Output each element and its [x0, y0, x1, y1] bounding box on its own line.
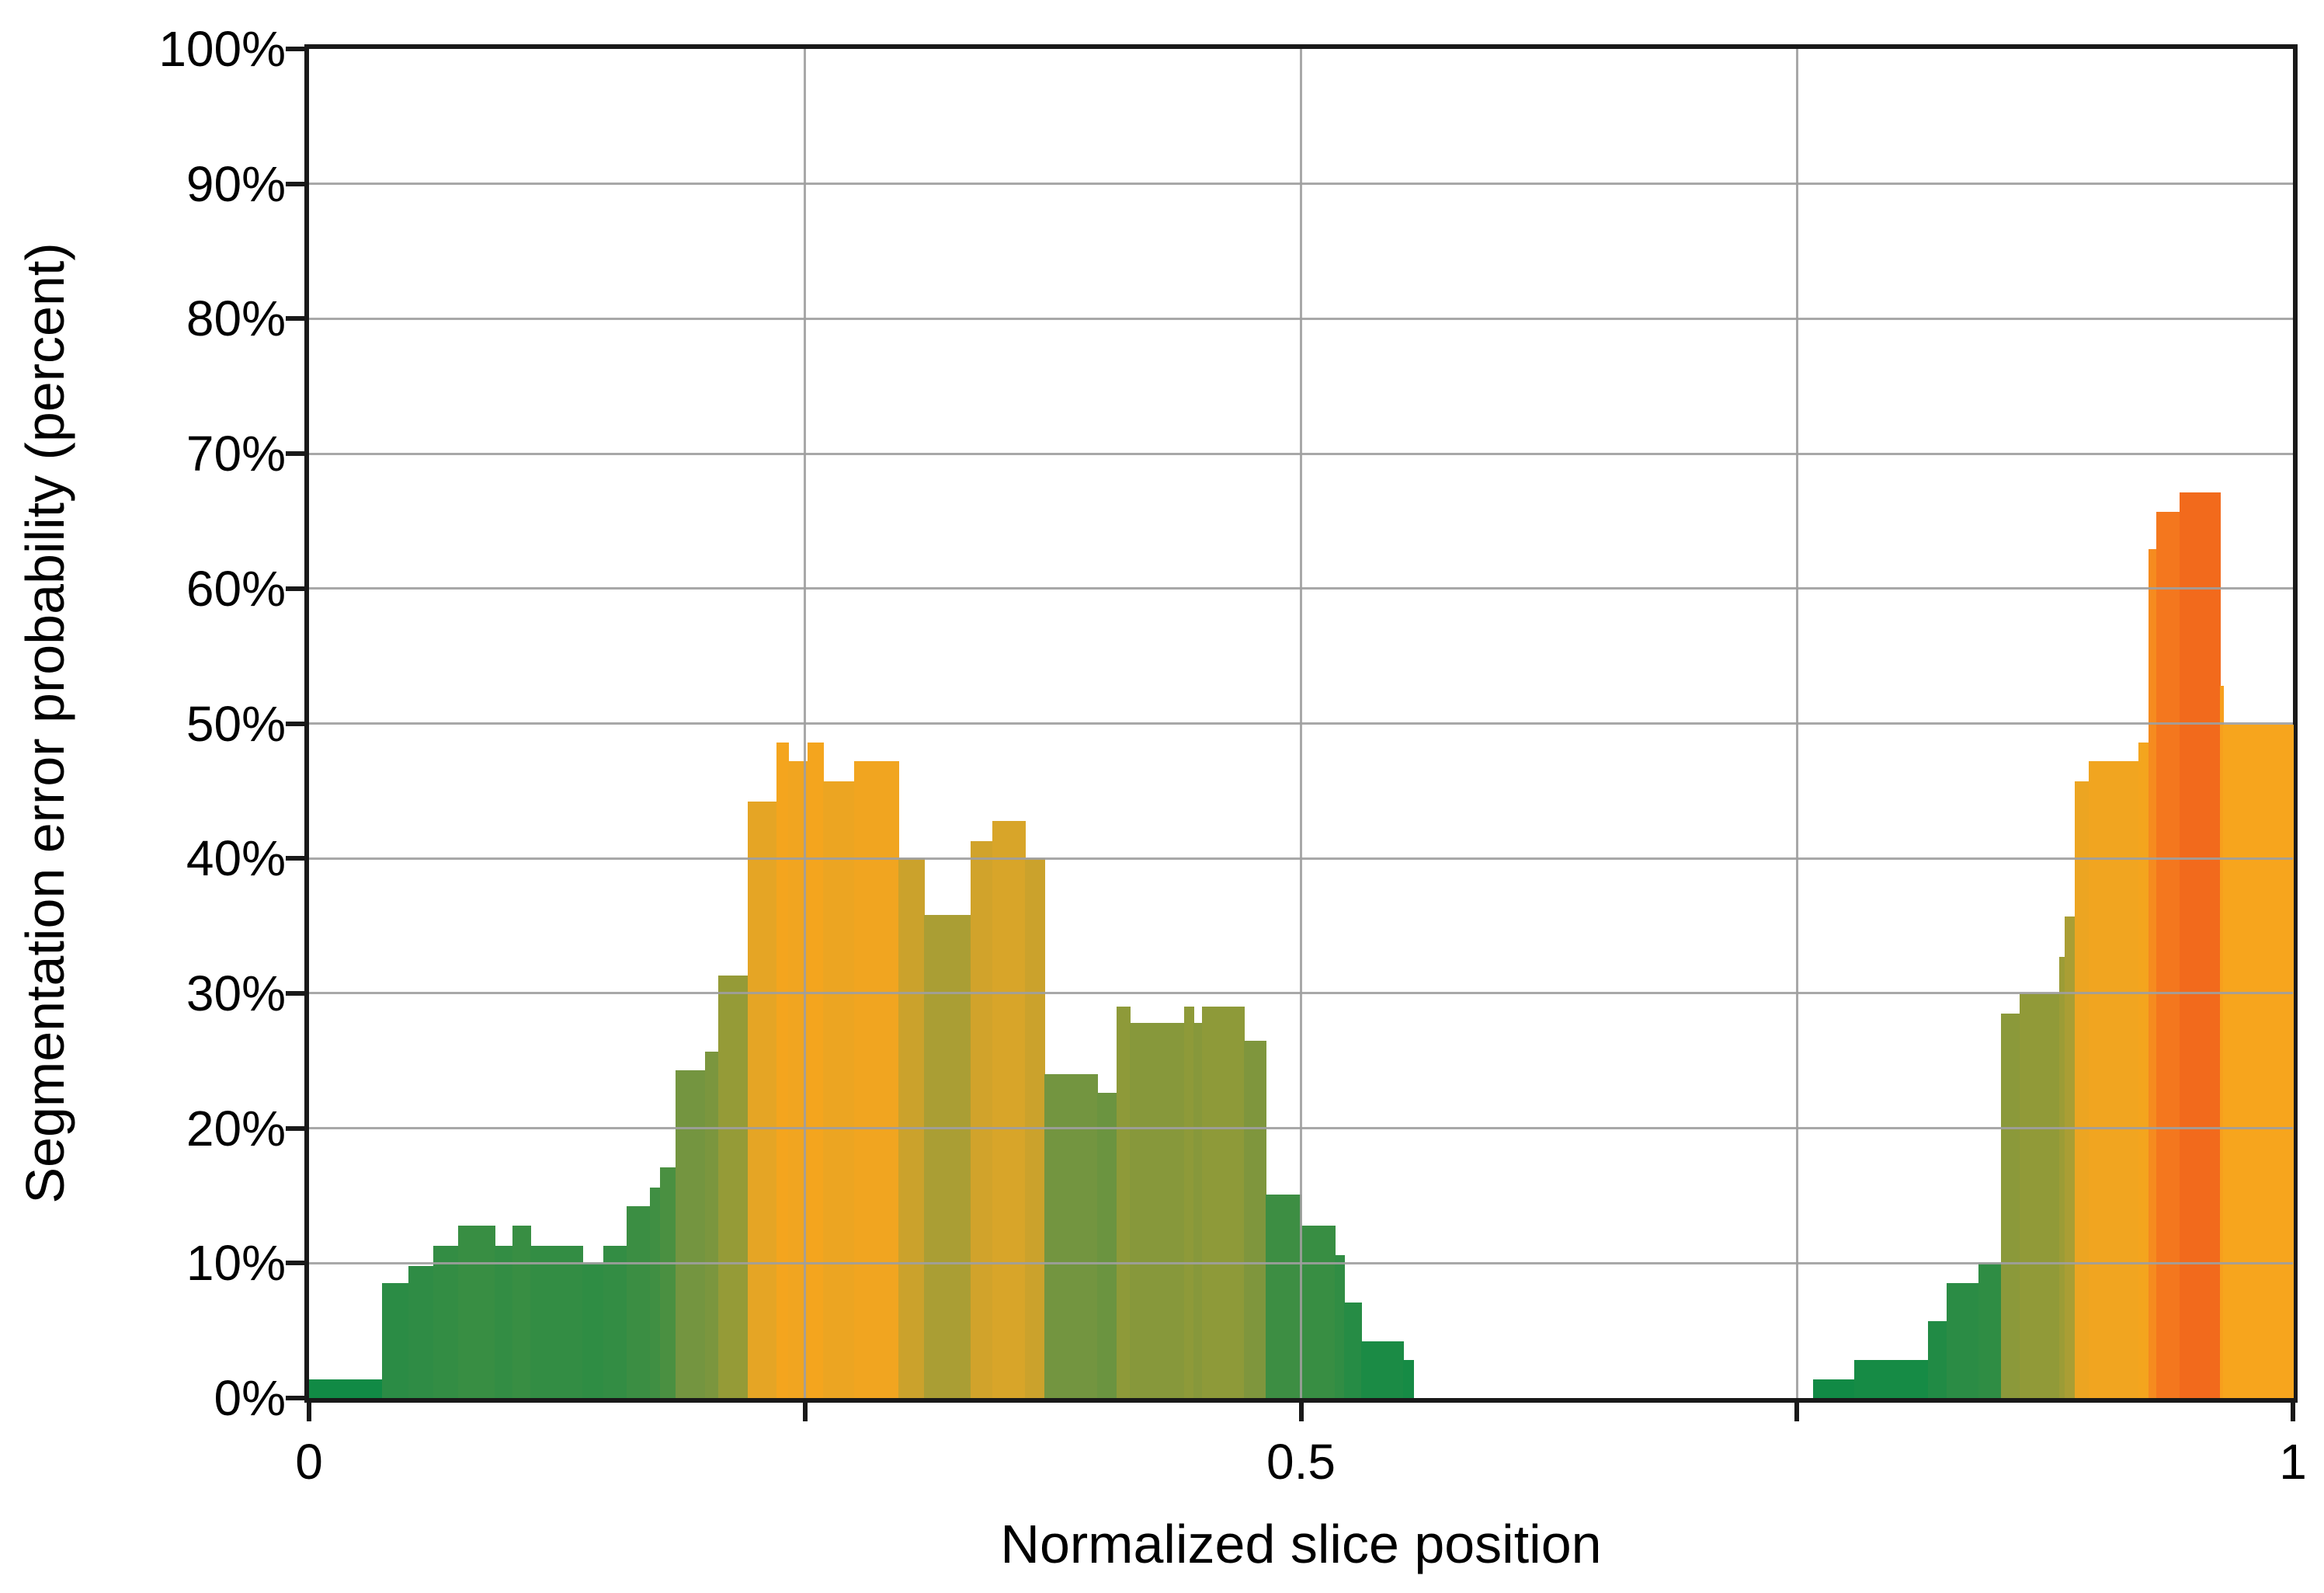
bars-layer	[309, 49, 2294, 1398]
histogram-bar	[1334, 1254, 1345, 1398]
histogram-bar	[2065, 916, 2076, 1398]
plot-area	[304, 44, 2298, 1403]
histogram-bar	[1184, 1007, 1194, 1398]
y-tick-label: 70%	[186, 426, 286, 482]
x-tick-label: 0	[295, 1434, 323, 1490]
histogram-bar	[2138, 742, 2150, 1398]
y-tick-mark	[286, 990, 304, 996]
y-tick-mark	[286, 586, 304, 591]
x-tick-mark	[802, 1403, 808, 1421]
histogram-bar	[457, 1225, 495, 1398]
histogram-bar	[2223, 725, 2294, 1398]
histogram-bar	[675, 1070, 706, 1398]
histogram-bar	[1928, 1321, 1948, 1398]
histogram-bar	[1947, 1283, 1980, 1398]
histogram-bar	[1343, 1302, 1362, 1398]
histogram-bar	[2075, 781, 2090, 1398]
histogram-bar	[1116, 1007, 1131, 1398]
histogram-bar	[1130, 1023, 1185, 1398]
y-tick-label: 80%	[186, 290, 286, 347]
histogram-bar	[1854, 1360, 1930, 1398]
y-tick-mark	[286, 1125, 304, 1131]
x-tick-label: 1	[2279, 1434, 2307, 1490]
histogram-bar	[808, 742, 824, 1398]
x-tick-mark	[1794, 1403, 1800, 1421]
histogram-bar	[1266, 1194, 1301, 1398]
histogram-bar	[2089, 761, 2140, 1398]
histogram-bar	[924, 915, 971, 1398]
y-tick-mark	[286, 316, 304, 322]
y-tick-mark	[286, 181, 304, 186]
histogram-bar	[1244, 1040, 1266, 1398]
histogram-bar	[1812, 1379, 1856, 1398]
histogram-bar	[898, 858, 926, 1398]
histogram-bar	[1300, 1225, 1336, 1398]
y-tick-label: 40%	[186, 830, 286, 887]
y-tick-mark	[286, 856, 304, 861]
histogram-bar	[1025, 858, 1045, 1398]
histogram-bar	[788, 761, 809, 1398]
y-tick-mark	[286, 451, 304, 457]
histogram-bar	[408, 1265, 434, 1398]
histogram-bar	[970, 840, 993, 1398]
histogram-bar	[649, 1188, 661, 1398]
histogram-bar	[854, 761, 899, 1398]
histogram-bar	[776, 742, 790, 1398]
histogram-bar	[309, 1379, 384, 1398]
x-tick-label: 0.5	[1266, 1434, 1336, 1490]
histogram-bar	[2001, 1013, 2021, 1398]
histogram-bar	[2180, 492, 2222, 1398]
histogram-bar	[1978, 1263, 2003, 1398]
x-tick-mark	[1298, 1403, 1304, 1421]
histogram-bar	[432, 1245, 459, 1398]
histogram-bar	[823, 781, 856, 1398]
histogram-bar	[2059, 957, 2066, 1398]
histogram-bar	[718, 976, 749, 1398]
histogram-bar	[1096, 1093, 1117, 1398]
histogram-bar	[2156, 511, 2181, 1398]
y-tick-label: 60%	[186, 560, 286, 617]
y-tick-mark	[286, 721, 304, 726]
x-axis-title: Normalized slice position	[1000, 1514, 1602, 1574]
y-tick-label: 50%	[186, 695, 286, 752]
histogram-bar	[2220, 685, 2225, 1398]
y-tick-label: 30%	[186, 965, 286, 1021]
histogram-bar	[512, 1225, 531, 1398]
histogram-bar	[582, 1263, 604, 1398]
histogram-bar	[1402, 1360, 1414, 1398]
histogram-bar	[603, 1245, 628, 1398]
histogram-bar	[530, 1245, 584, 1398]
histogram-bar	[659, 1167, 676, 1398]
histogram-bar	[704, 1051, 720, 1398]
histogram-bar	[382, 1283, 409, 1398]
y-tick-mark	[286, 1261, 304, 1266]
y-tick-mark	[286, 47, 304, 51]
histogram-bar	[1193, 1023, 1203, 1398]
y-tick-label: 100%	[158, 21, 286, 77]
x-tick-mark	[2291, 1403, 2295, 1421]
y-tick-mark	[286, 1396, 304, 1400]
y-tick-label: 90%	[186, 155, 286, 212]
histogram-bar	[2020, 993, 2061, 1398]
x-tick-mark	[307, 1403, 311, 1421]
histogram-bar	[1360, 1341, 1404, 1398]
histogram-bar	[992, 820, 1027, 1398]
histogram-bar	[627, 1206, 651, 1398]
y-tick-label: 10%	[186, 1235, 286, 1292]
histogram-bar	[747, 802, 777, 1398]
histogram-bar	[1044, 1074, 1098, 1398]
y-tick-label: 0%	[214, 1370, 287, 1426]
histogram-bar	[494, 1245, 513, 1398]
histogram-bar	[2149, 549, 2158, 1398]
histogram-bar	[1202, 1007, 1245, 1398]
y-axis-title: Segmentation error probability (percent)	[15, 242, 75, 1204]
y-tick-label: 20%	[186, 1100, 286, 1156]
